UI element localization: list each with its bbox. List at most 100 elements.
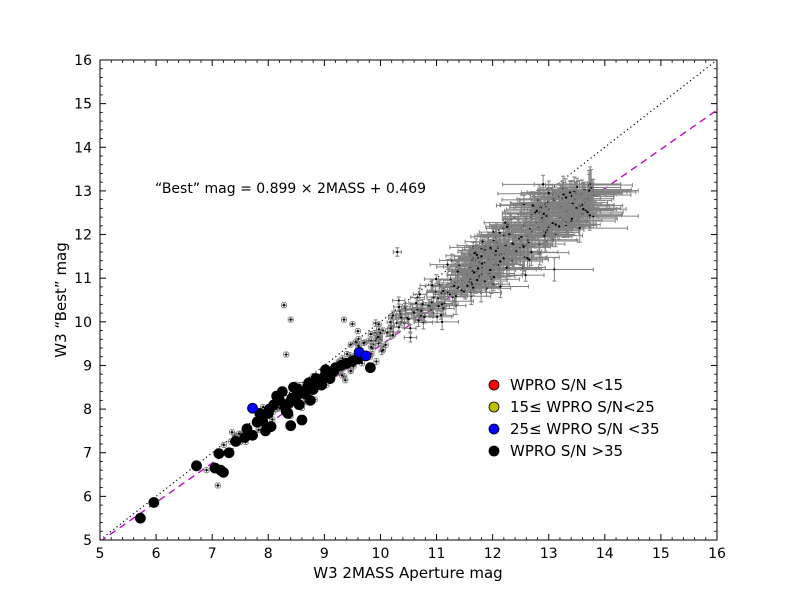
legend-marker — [488, 379, 500, 391]
errorbar-point — [404, 324, 417, 333]
errorbar-point — [412, 287, 427, 301]
errorbar-point — [464, 236, 501, 248]
errorbar-point — [423, 274, 449, 284]
axes — [99, 59, 718, 541]
errorbar-point — [409, 298, 436, 310]
errorbar-point — [220, 441, 227, 448]
errorbar-point — [389, 331, 397, 339]
x-tick-label: 8 — [264, 546, 273, 562]
x-tick-label: 13 — [540, 546, 558, 562]
y-tick-label: 7 — [83, 446, 92, 462]
ticks: 5 6 7 8 9 10 11 12 13 14 15 16 5 6 7 8 9 10 11 12 13 14 15 16 — [74, 53, 726, 562]
data-point — [360, 350, 372, 362]
data-point — [265, 421, 277, 432]
errorbar-point — [355, 335, 362, 342]
errorbar-point — [382, 341, 389, 349]
errorbar-point — [504, 199, 570, 223]
errorbar-point — [557, 202, 622, 228]
errorbar-points — [203, 166, 639, 489]
fit-annotation: “Best” mag = 0.899 × 2MASS + 0.469 — [155, 181, 426, 197]
one-to-one-line — [100, 60, 717, 540]
errorbar-point — [411, 306, 431, 315]
errorbar-point — [340, 316, 347, 323]
reference-lines — [100, 60, 717, 540]
y-tick-label: 6 — [83, 489, 92, 505]
x-tick-label: 7 — [208, 546, 217, 562]
errorbar-point — [354, 328, 361, 335]
y-tick-label: 10 — [74, 315, 92, 331]
data-point — [296, 414, 308, 426]
y-tick-label: 11 — [74, 271, 92, 287]
errorbar-point — [443, 290, 468, 303]
data-point — [247, 402, 258, 414]
fit-line — [101, 109, 717, 540]
errorbar-point — [514, 257, 594, 282]
errorbar-point — [505, 228, 584, 243]
errorbar-point — [343, 350, 350, 357]
legend-marker — [488, 445, 500, 457]
y-tick-label: 14 — [74, 140, 92, 156]
errorbar-point — [373, 358, 380, 365]
legend-entry: 25≤ WPRO S/N <35 — [488, 420, 660, 438]
errorbar-point — [403, 332, 418, 343]
errorbar-point — [287, 316, 294, 323]
errorbar-point — [349, 321, 356, 327]
data-point — [230, 435, 242, 447]
x-tick-label: 14 — [596, 546, 614, 562]
errorbar-point — [347, 341, 354, 348]
errorbar-point — [214, 482, 221, 489]
x-tick-label: 12 — [484, 546, 502, 562]
errorbar-point — [375, 340, 382, 347]
x-tick-label: 16 — [708, 546, 726, 562]
errorbar-point — [283, 351, 290, 358]
legend-label: 15≤ WPRO S/N<25 — [510, 398, 655, 416]
data-point — [213, 448, 225, 460]
errorbar-point — [457, 260, 499, 277]
errorbar-point — [480, 224, 538, 244]
data-point — [364, 362, 376, 374]
y-tick-label: 9 — [83, 358, 92, 374]
y-tick-label: 15 — [74, 97, 92, 113]
errorbar-point — [280, 302, 287, 309]
legend-label: WPRO S/N >35 — [510, 442, 623, 460]
data-point — [148, 497, 160, 508]
errorbar-point — [342, 377, 349, 384]
errorbar-point — [530, 180, 568, 206]
errorbar-point — [453, 250, 510, 263]
plot-frame — [99, 59, 718, 541]
errorbar-point — [392, 296, 406, 305]
errorbar-point — [559, 177, 594, 196]
errorbar-point — [508, 247, 547, 270]
x-tick-label: 5 — [96, 546, 105, 562]
data-point — [280, 405, 292, 417]
y-tick-label: 16 — [74, 53, 92, 69]
errorbar-point — [539, 173, 639, 208]
y-axis-label: W3 “Best” mag — [52, 242, 70, 358]
errorbar-point — [347, 368, 354, 375]
errorbar-point — [415, 312, 434, 322]
errorbar-point — [520, 182, 607, 207]
errorbar-point — [389, 310, 397, 321]
x-axis-label: W3 2MASS Aperture mag — [313, 564, 502, 582]
errorbar-point — [502, 174, 585, 194]
y-tick-label: 8 — [83, 402, 92, 418]
x-tick-label: 15 — [652, 546, 670, 562]
errorbar-point — [460, 246, 489, 260]
errorbar-point — [392, 247, 402, 257]
data-point — [293, 399, 305, 411]
errorbar-point — [386, 317, 395, 327]
y-tick-label: 12 — [74, 228, 92, 244]
data-point — [134, 512, 146, 524]
errorbar-point — [481, 251, 520, 272]
legend-entry: WPRO S/N >35 — [488, 442, 623, 460]
legend-entry: 15≤ WPRO S/N<25 — [488, 398, 655, 416]
errorbar-point — [495, 191, 570, 220]
data-point — [276, 386, 288, 398]
data-point — [285, 420, 297, 432]
errorbar-point — [387, 324, 395, 332]
data-point — [215, 464, 226, 476]
x-tick-label: 10 — [372, 546, 390, 562]
errorbar-point — [466, 273, 488, 288]
errorbar-point — [367, 331, 374, 338]
